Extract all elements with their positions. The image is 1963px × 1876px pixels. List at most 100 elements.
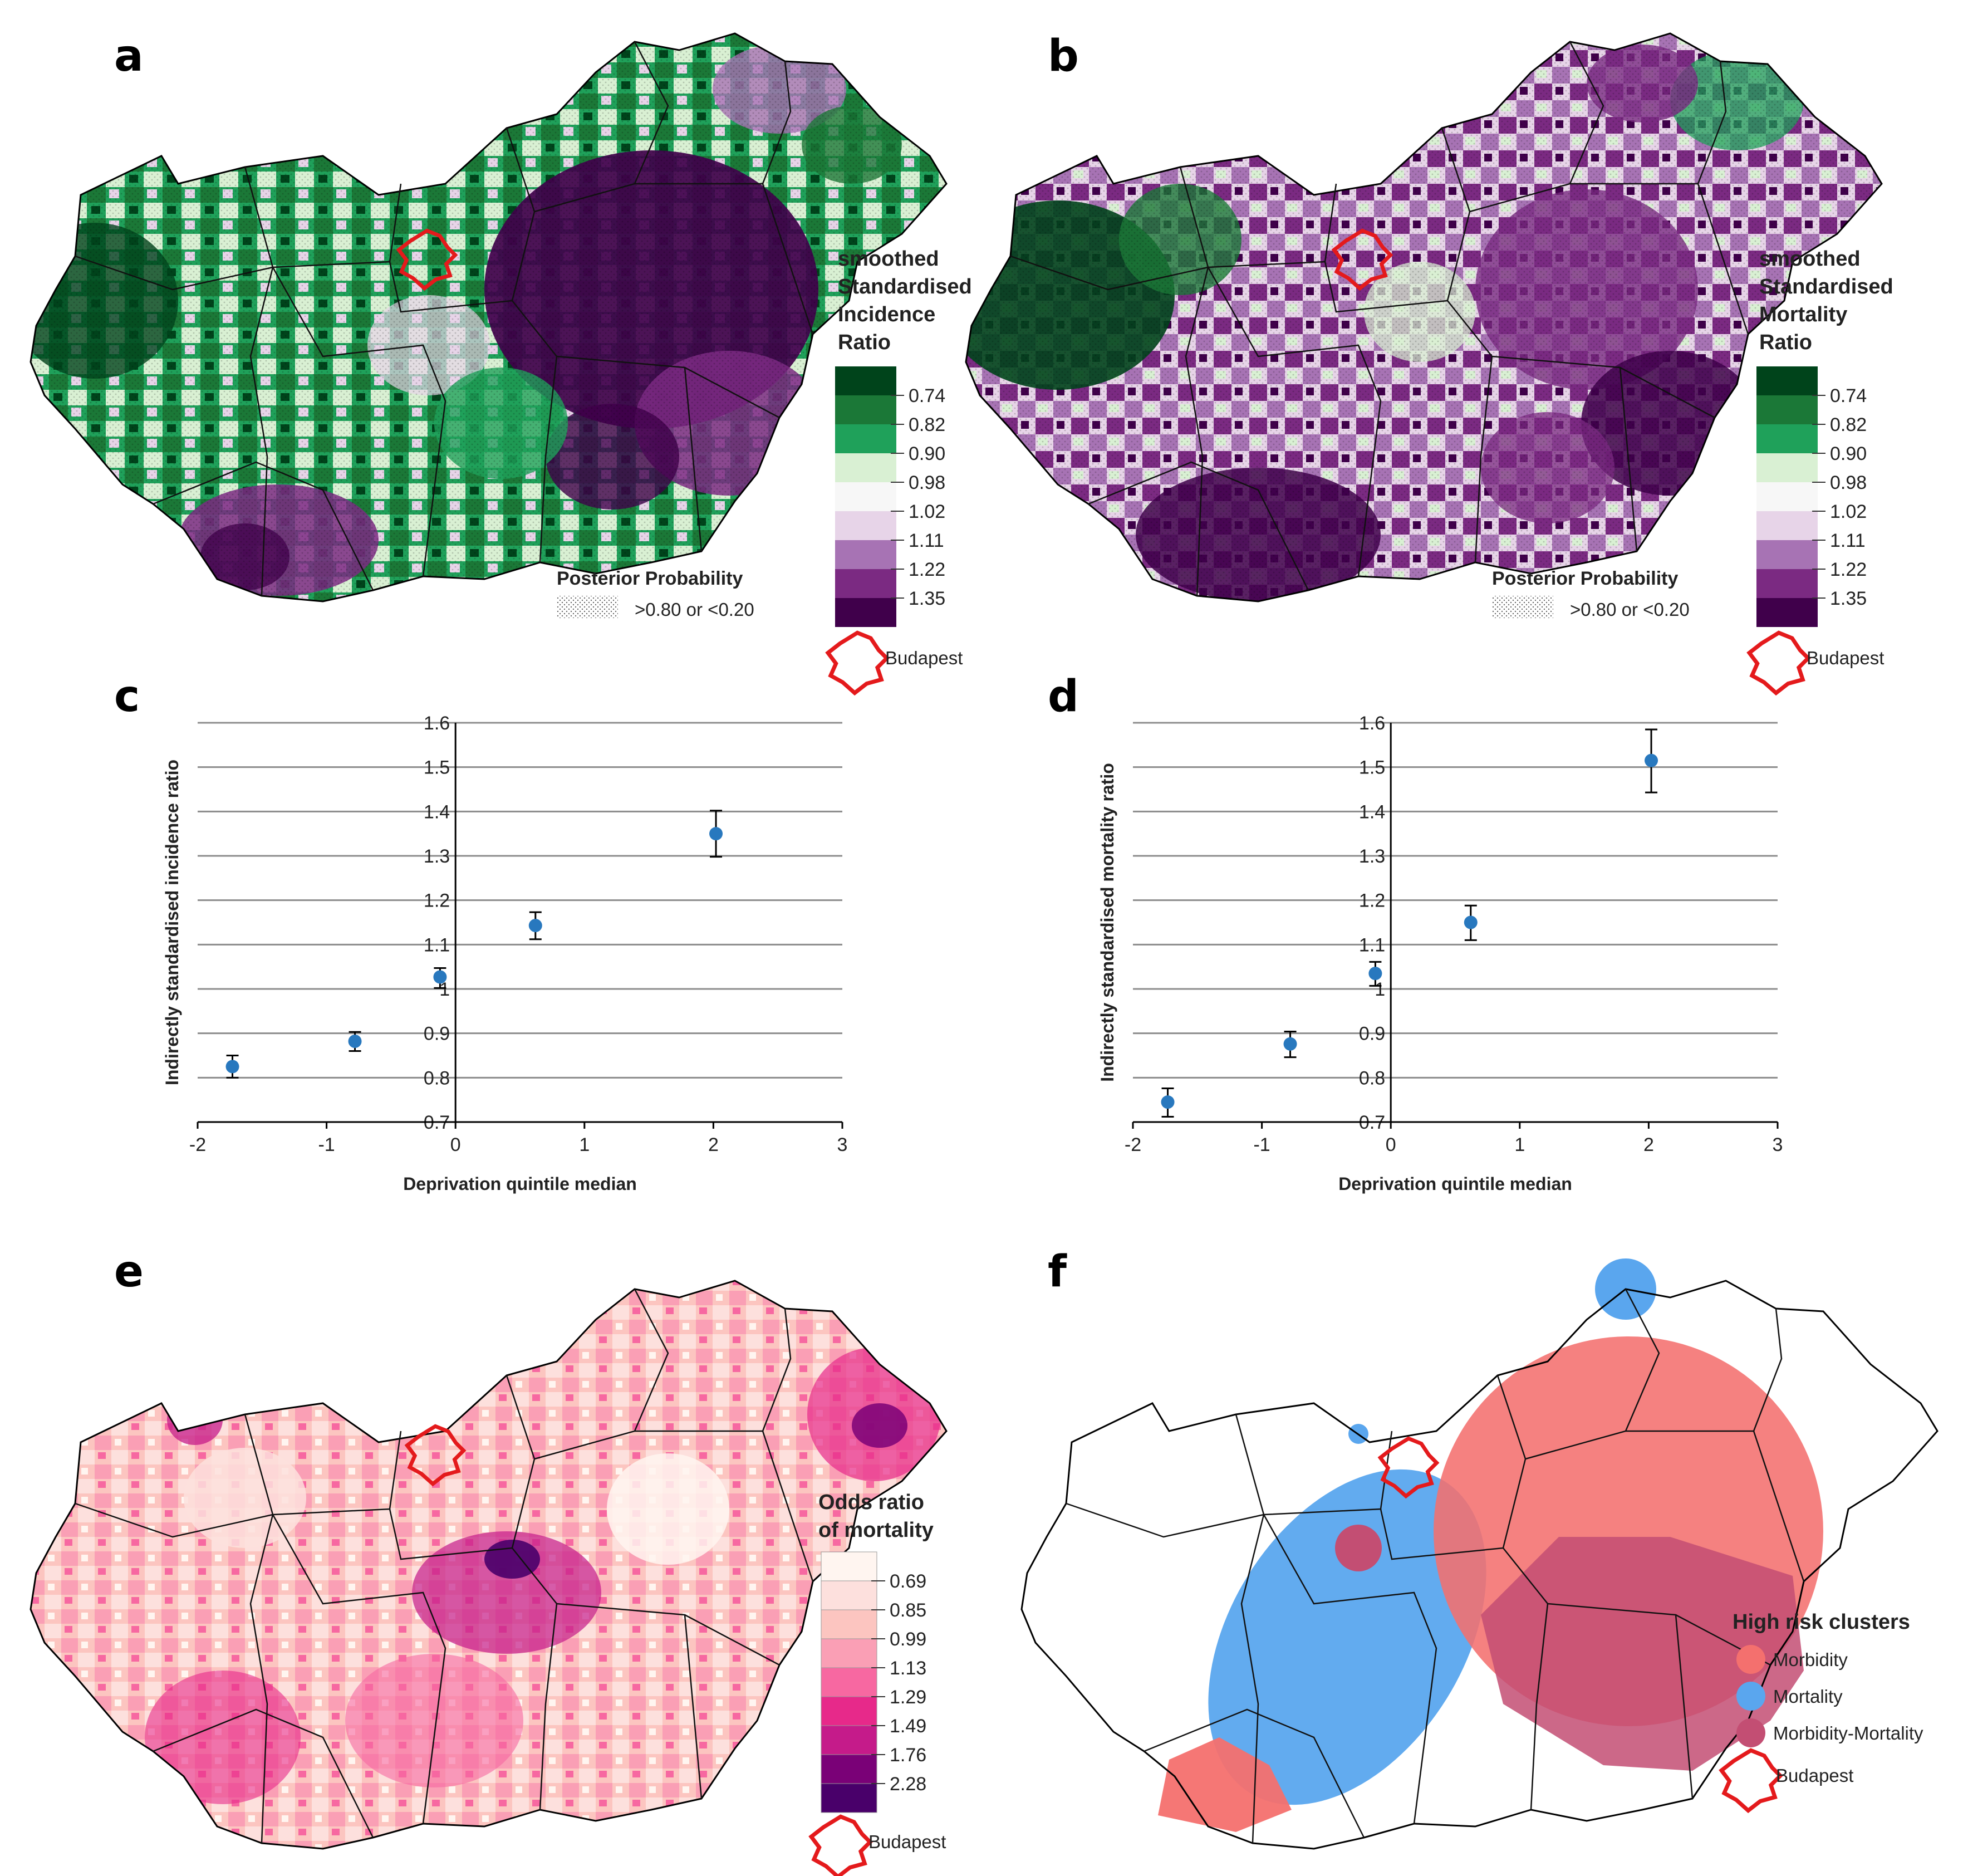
legend-swatch xyxy=(1756,540,1818,569)
x-tick-label: 1 xyxy=(579,1134,590,1155)
y-tick-label: 0.8 xyxy=(1359,1067,1385,1089)
budapest-legend-icon-a xyxy=(828,633,887,693)
y-tick-label: 1.1 xyxy=(1359,934,1385,956)
legend-swatch xyxy=(821,1696,877,1726)
legend-break-label: 1.22 xyxy=(909,559,945,580)
map-b xyxy=(965,32,1883,603)
budapest-label-f: Budapest xyxy=(1776,1765,1853,1786)
legend-swatch xyxy=(1756,482,1818,511)
x-tick-label: 2 xyxy=(708,1134,719,1155)
legend-swatch xyxy=(835,569,896,598)
x-axis-label: Deprivation quintile median xyxy=(1338,1174,1572,1194)
svg-text:Ratio: Ratio xyxy=(1759,331,1812,354)
x-tick-label: 3 xyxy=(837,1134,848,1155)
legend-label-morbidity-mortality: Morbidity-Mortality xyxy=(1773,1723,1923,1743)
budapest-label-a: Budapest xyxy=(885,648,963,668)
legend-swatch xyxy=(821,1754,877,1784)
legend-swatch xyxy=(821,1638,877,1668)
x-tick-label: 2 xyxy=(1643,1134,1654,1155)
legend-break-label: 0.69 xyxy=(890,1571,926,1592)
data-point xyxy=(433,970,447,984)
legend-break-label: 1.13 xyxy=(890,1658,926,1679)
legend-swatch xyxy=(821,1667,877,1697)
budapest-label-e: Budapest xyxy=(868,1831,946,1852)
legend-break-label: 0.82 xyxy=(1830,414,1867,435)
y-tick-label: 1.1 xyxy=(424,934,450,956)
legend-swatch xyxy=(821,1580,877,1610)
legend-break-label: 1.22 xyxy=(1830,559,1867,580)
legend-swatch xyxy=(1756,598,1818,627)
panel-label-b: b xyxy=(1048,31,1079,81)
legend-swatch xyxy=(835,453,896,482)
y-axis-label: Indirectly standardised incidence ratio xyxy=(162,760,182,1085)
data-point xyxy=(225,1060,239,1074)
legend-label-morbidity: Morbidity xyxy=(1773,1649,1848,1670)
data-point xyxy=(709,827,723,841)
map-a xyxy=(30,32,948,603)
x-tick-label: 0 xyxy=(1386,1134,1396,1155)
budapest-legend-icon-b xyxy=(1749,633,1808,693)
data-point xyxy=(1645,753,1658,767)
svg-text:Ratio: Ratio xyxy=(838,331,891,354)
legend-label-mortality: Mortality xyxy=(1773,1686,1843,1707)
legend-swatch xyxy=(821,1551,877,1581)
panel-label-c: c xyxy=(114,672,140,722)
cluster-morbidity-mortality-small xyxy=(1335,1525,1382,1571)
svg-text:Odds ratio: Odds ratio xyxy=(818,1491,924,1514)
legend-swatch xyxy=(821,1725,877,1755)
y-tick-label: 1.6 xyxy=(424,713,450,734)
legend-swatch xyxy=(835,511,896,540)
legend-break-label: 1.02 xyxy=(1830,501,1867,522)
legend-labels-a: 0.74 0.82 0.90 0.98 1.02 1.11 1.22 1.35 xyxy=(891,385,945,609)
y-tick-label: 0.9 xyxy=(1359,1023,1385,1045)
legend-break-label: 0.98 xyxy=(909,472,945,493)
legend-break-label: 0.82 xyxy=(909,414,945,435)
legend-break-label: 0.85 xyxy=(890,1600,926,1621)
y-tick-label: 0.8 xyxy=(424,1067,450,1089)
legend-swatch xyxy=(835,598,896,627)
chart-c: 0.70.80.911.11.21.31.41.51.6-2 -1 0 1 2 3Depr… xyxy=(162,713,847,1194)
panel-label-f: f xyxy=(1048,1247,1067,1297)
data-point xyxy=(348,1035,362,1049)
y-axis-label: Indirectly standardised mortality ratio xyxy=(1097,763,1117,1082)
panel-d: d 0.70.80.911.11.21.31.41.51.6-2 -1 0 1 2 3De… xyxy=(1048,672,1783,1194)
legend-break-label: 1.11 xyxy=(1830,530,1866,551)
data-point xyxy=(1464,915,1478,929)
svg-text:smoothed: smoothed xyxy=(1759,247,1861,271)
svg-text:Mortality: Mortality xyxy=(1759,303,1847,326)
panel-label-a: a xyxy=(114,31,144,81)
y-tick-label: 1.5 xyxy=(424,757,450,778)
y-tick-label: 0.9 xyxy=(424,1023,450,1045)
y-tick-label: 1.4 xyxy=(424,801,450,822)
y-tick-label: 1.5 xyxy=(1359,757,1385,778)
x-tick-label: 3 xyxy=(1773,1134,1783,1155)
y-tick-label: 1.3 xyxy=(1359,846,1385,867)
legend-break-label: 0.90 xyxy=(1830,443,1867,464)
legend-break-label: 0.98 xyxy=(1830,472,1867,493)
x-tick-label: 1 xyxy=(1514,1134,1525,1155)
legend-break-label: 0.74 xyxy=(1830,385,1867,406)
legend-swatch xyxy=(835,395,896,424)
svg-text:Standardised: Standardised xyxy=(838,275,972,298)
posterior-swatch-a xyxy=(557,596,618,618)
y-tick-label: 1.4 xyxy=(1359,801,1385,822)
budapest-label-b: Budapest xyxy=(1807,648,1884,668)
legend-swatch xyxy=(1756,453,1818,482)
posterior-title-b: Posterior Probability xyxy=(1492,568,1678,589)
legend-e: Odds ratio of mortality 0.69 0.85 0.99 1.13… xyxy=(811,1491,946,1876)
legend-swatch xyxy=(835,366,896,395)
svg-text:smoothed: smoothed xyxy=(838,247,939,271)
x-tick-label: -1 xyxy=(318,1134,335,1155)
legend-swatch xyxy=(1756,366,1818,395)
panel-b: b xyxy=(965,31,1893,693)
cluster-morbidity-southwest xyxy=(1158,1737,1292,1832)
cluster-mortality-large xyxy=(1208,1469,1486,1805)
legend-break-label: 1.49 xyxy=(890,1716,926,1737)
legend-swatches-a xyxy=(835,366,896,627)
panel-label-e: e xyxy=(114,1247,144,1297)
legend-a: smoothed Standardised Incidence Ratio 0.… xyxy=(557,247,972,693)
legend-swatch xyxy=(835,540,896,569)
y-tick-label: 1 xyxy=(1375,979,1385,1000)
legend-swatch xyxy=(1756,395,1818,424)
legend-swatch xyxy=(1756,569,1818,598)
